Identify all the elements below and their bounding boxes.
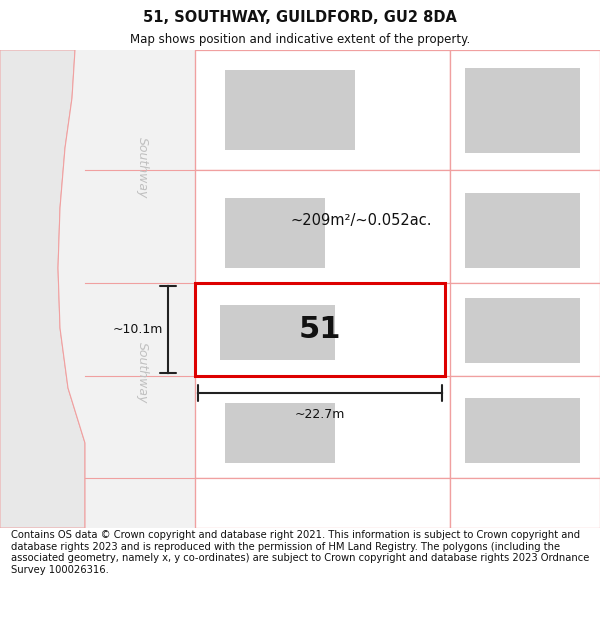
- Bar: [195, 376, 450, 478]
- Bar: [195, 50, 450, 170]
- Bar: [195, 478, 450, 528]
- Bar: [450, 170, 600, 283]
- Text: 51: 51: [299, 315, 341, 344]
- Bar: [195, 170, 450, 283]
- Bar: [195, 283, 445, 376]
- Text: ~209m²/~0.052ac.: ~209m²/~0.052ac.: [290, 213, 431, 228]
- Polygon shape: [58, 50, 195, 528]
- Bar: [225, 70, 355, 150]
- Bar: [225, 198, 325, 268]
- Bar: [195, 283, 445, 376]
- Bar: [450, 283, 600, 376]
- Bar: [465, 193, 580, 268]
- Bar: [465, 398, 580, 463]
- Bar: [225, 403, 335, 463]
- Text: 51, SOUTHWAY, GUILDFORD, GU2 8DA: 51, SOUTHWAY, GUILDFORD, GU2 8DA: [143, 10, 457, 25]
- Text: Contains OS data © Crown copyright and database right 2021. This information is : Contains OS data © Crown copyright and d…: [11, 530, 589, 575]
- Text: ~10.1m: ~10.1m: [113, 323, 163, 336]
- Text: Southway: Southway: [136, 342, 149, 404]
- Bar: [220, 305, 335, 360]
- Text: Map shows position and indicative extent of the property.: Map shows position and indicative extent…: [130, 32, 470, 46]
- Bar: [450, 376, 600, 478]
- Bar: [450, 478, 600, 528]
- Bar: [450, 50, 600, 170]
- Bar: [465, 68, 580, 153]
- Text: Southway: Southway: [136, 138, 149, 199]
- Polygon shape: [0, 50, 85, 528]
- Text: ~22.7m: ~22.7m: [295, 408, 345, 421]
- Bar: [465, 298, 580, 363]
